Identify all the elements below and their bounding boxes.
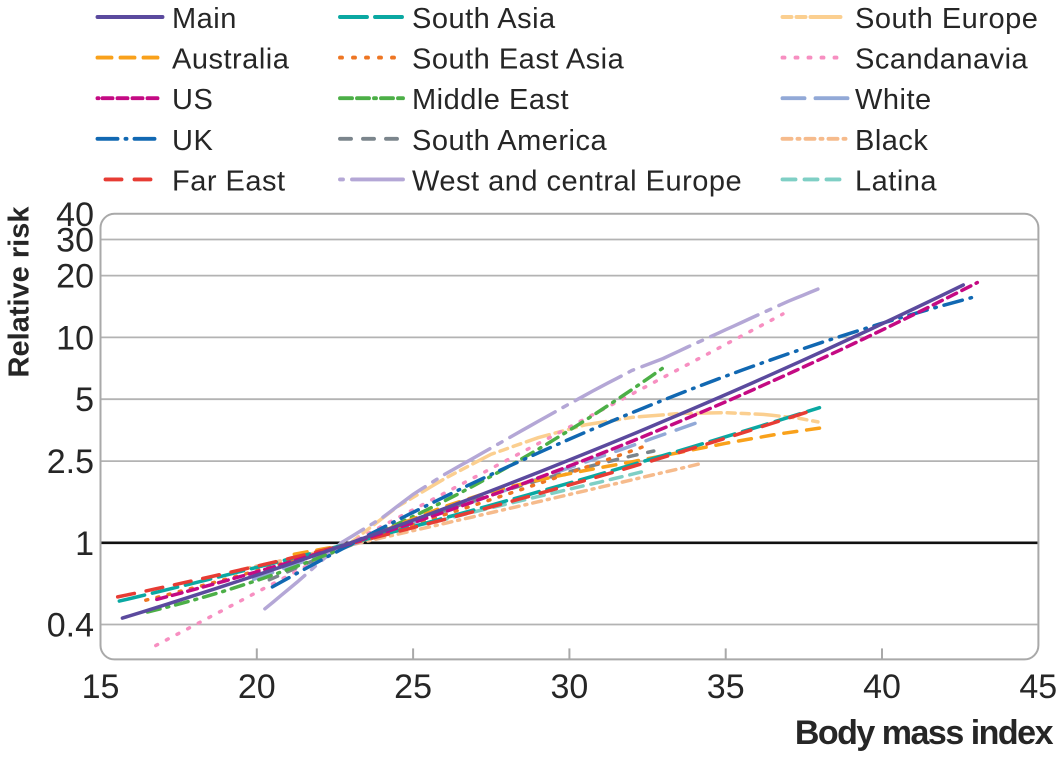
svg-text:40: 40	[56, 196, 94, 234]
svg-text:5: 5	[75, 381, 94, 419]
svg-text:30: 30	[56, 222, 94, 260]
svg-text:Far East: Far East	[172, 165, 286, 197]
svg-text:45: 45	[1019, 668, 1057, 706]
svg-text:2.5: 2.5	[47, 443, 94, 481]
svg-text:35: 35	[707, 668, 745, 706]
svg-text:White: White	[855, 84, 932, 116]
svg-text:South East Asia: South East Asia	[412, 44, 625, 76]
svg-text:South America: South America	[412, 125, 607, 157]
svg-text:1: 1	[75, 525, 94, 563]
svg-text:South Asia: South Asia	[412, 3, 556, 35]
svg-text:Relative risk: Relative risk	[4, 206, 36, 378]
svg-text:South Europe: South Europe	[855, 3, 1038, 35]
svg-text:15: 15	[82, 668, 120, 706]
svg-text:Body mass index: Body mass index	[795, 714, 1054, 752]
svg-text:Australia: Australia	[172, 44, 290, 76]
svg-text:20: 20	[56, 258, 94, 296]
svg-text:20: 20	[238, 668, 276, 706]
svg-text:Middle East: Middle East	[412, 84, 569, 116]
svg-text:US: US	[172, 84, 213, 116]
svg-text:UK: UK	[172, 125, 213, 157]
svg-text:10: 10	[56, 319, 94, 357]
svg-text:West and central Europe: West and central Europe	[412, 165, 742, 197]
svg-text:Main: Main	[172, 3, 237, 35]
svg-text:Black: Black	[855, 125, 928, 157]
svg-text:Scandanavia: Scandanavia	[855, 44, 1029, 76]
svg-text:Latina: Latina	[855, 165, 937, 197]
svg-text:25: 25	[394, 668, 432, 706]
svg-text:40: 40	[863, 668, 901, 706]
svg-text:0.4: 0.4	[47, 607, 94, 645]
svg-text:30: 30	[550, 668, 588, 706]
